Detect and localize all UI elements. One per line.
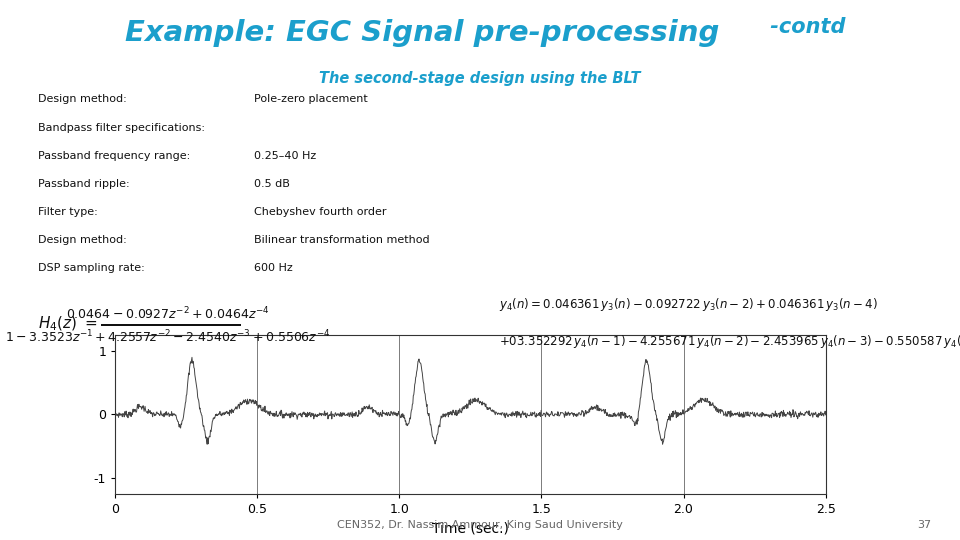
- Text: CEN352, Dr. Nassim Ammour, King Saud University: CEN352, Dr. Nassim Ammour, King Saud Uni…: [337, 520, 623, 530]
- Text: -contd: -contd: [763, 17, 846, 37]
- Text: 37: 37: [917, 520, 931, 530]
- Text: $0.0464 - 0.0927z^{-2} + 0.0464z^{-4}$: $0.0464 - 0.0927z^{-2} + 0.0464z^{-4}$: [66, 306, 270, 322]
- Text: DSP sampling rate:: DSP sampling rate:: [38, 263, 145, 273]
- Text: 0.5 dB: 0.5 dB: [254, 179, 290, 189]
- Text: Example: EGC Signal pre-processing: Example: EGC Signal pre-processing: [125, 19, 719, 47]
- Text: Bilinear transformation method: Bilinear transformation method: [254, 235, 430, 245]
- X-axis label: Time (sec.): Time (sec.): [432, 522, 509, 536]
- Text: Filter type:: Filter type:: [38, 207, 98, 217]
- Text: Design method:: Design method:: [38, 235, 127, 245]
- Text: 600 Hz: 600 Hz: [254, 263, 293, 273]
- Text: $y_4(n) = 0.046361\,y_3(n) - 0.092722\,y_3(n-2) + 0.046361\,y_3(n-4)$: $y_4(n) = 0.046361\,y_3(n) - 0.092722\,y…: [499, 296, 877, 313]
- Text: Bandpass filter specifications:: Bandpass filter specifications:: [38, 123, 205, 133]
- Text: Design method:: Design method:: [38, 94, 127, 105]
- Text: $1 - 3.3523z^{-1} + 4.2557z^{-2} - 2.4540z^{-3} + 0.5506z^{-4}$: $1 - 3.3523z^{-1} + 4.2557z^{-2} - 2.454…: [6, 328, 330, 345]
- Text: Pole-zero placement: Pole-zero placement: [254, 94, 368, 105]
- Text: Chebyshev fourth order: Chebyshev fourth order: [254, 207, 387, 217]
- Text: 0.25–40 Hz: 0.25–40 Hz: [254, 151, 317, 161]
- Text: $H_4(z)\ =$: $H_4(z)\ =$: [38, 315, 98, 333]
- Text: The second-stage design using the BLT: The second-stage design using the BLT: [320, 71, 640, 86]
- Text: Passband frequency range:: Passband frequency range:: [38, 151, 191, 161]
- Text: Passband ripple:: Passband ripple:: [38, 179, 130, 189]
- Text: $+03.352292\,y_4(n-1) - 4.255671\,y_4(n-2) - 2.453965\,y_4(n-3) - 0.550587\,y_4(: $+03.352292\,y_4(n-1) - 4.255671\,y_4(n-…: [499, 333, 960, 350]
